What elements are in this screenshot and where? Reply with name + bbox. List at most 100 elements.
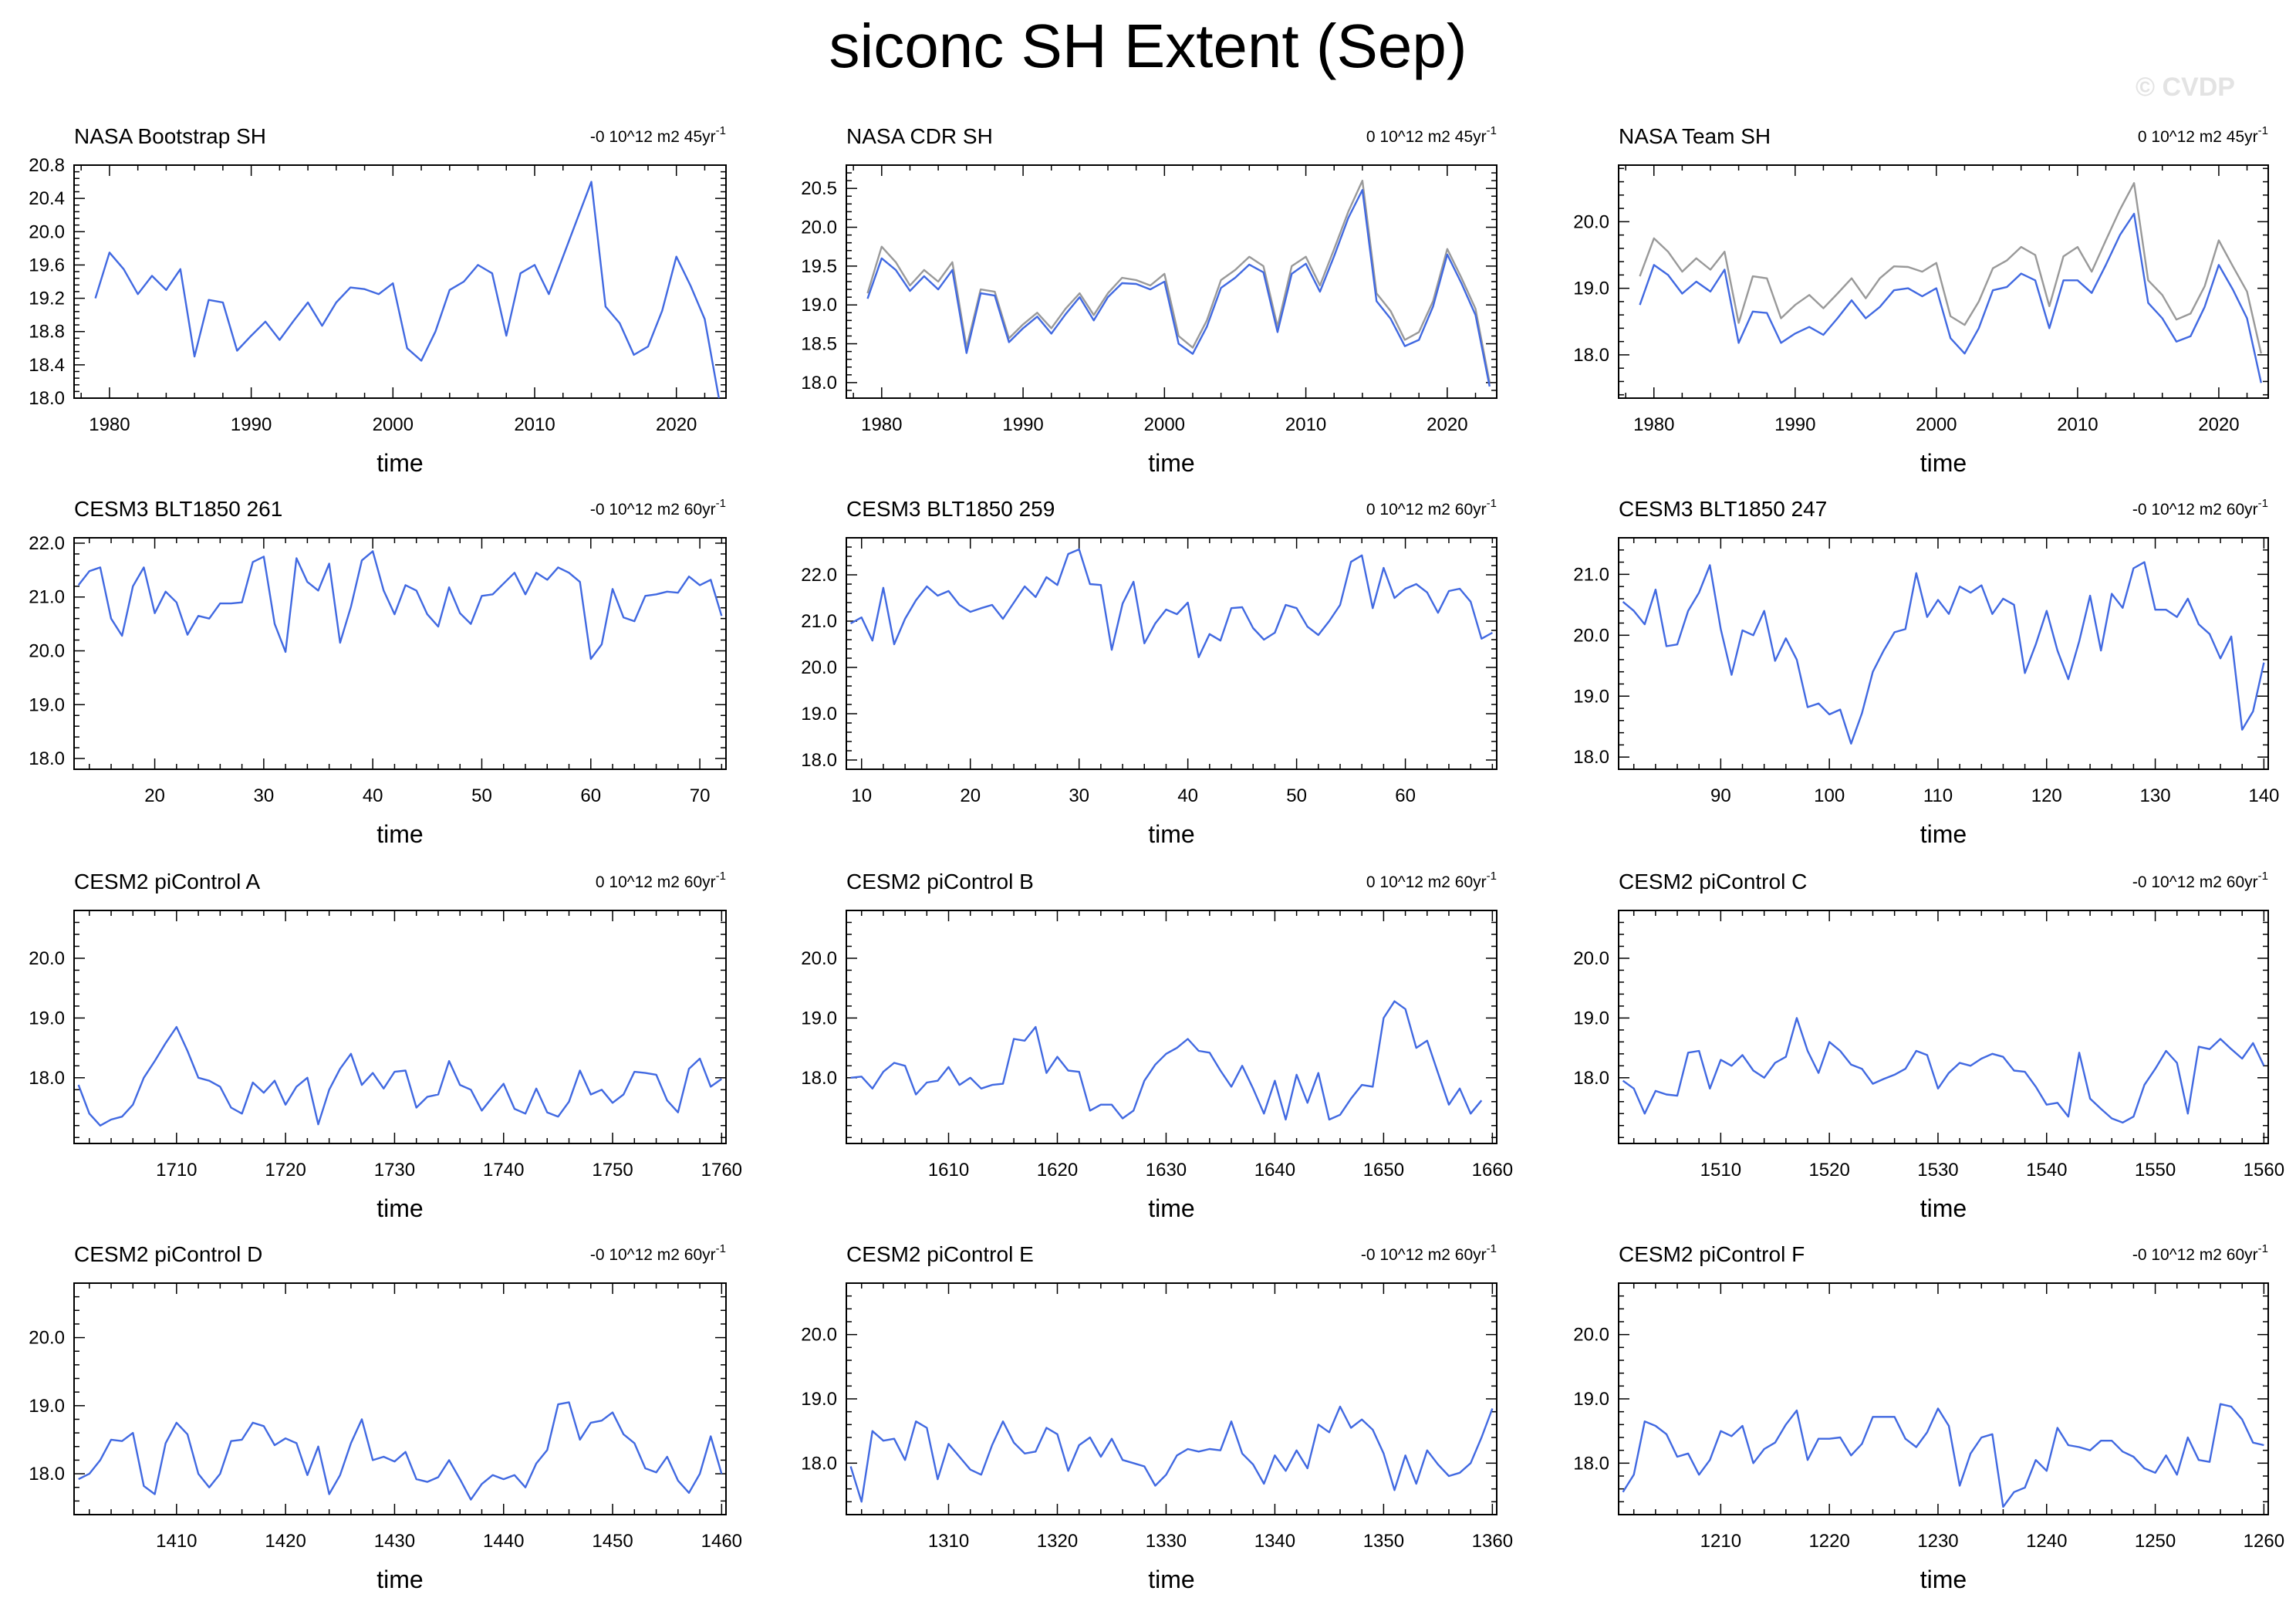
y-tick-label: 22.0 xyxy=(801,565,837,586)
panel-title: CESM2 piControl B xyxy=(846,870,1034,893)
y-tick-label: 20.0 xyxy=(801,948,837,969)
tick-marks xyxy=(846,164,1497,398)
x-tick-label: 1260 xyxy=(2244,1531,2284,1552)
x-tick-label: 1640 xyxy=(1254,1160,1295,1181)
plot-frame xyxy=(73,537,727,770)
plot-frame xyxy=(1618,164,2269,399)
x-tick-label: 30 xyxy=(1069,785,1089,806)
x-tick-label: 2020 xyxy=(656,414,697,435)
y-tick-label: 19.0 xyxy=(801,295,837,316)
panel-title: CESM3 BLT1850 247 xyxy=(1619,497,1827,521)
trend-exponent: -1 xyxy=(2258,497,2268,510)
x-tick-label: 1660 xyxy=(1472,1160,1513,1181)
trend-exponent: -1 xyxy=(1487,870,1497,883)
x-tick-label: 2020 xyxy=(2198,414,2239,435)
tick-marks xyxy=(74,910,726,1143)
plot-frame xyxy=(73,164,727,399)
trend-exponent: -1 xyxy=(2258,870,2268,883)
y-tick-label: 22.0 xyxy=(29,533,65,554)
x-tick-label: 1980 xyxy=(861,414,902,435)
series-line-1 xyxy=(1622,561,2265,745)
series-line-1 xyxy=(850,548,1493,658)
trend-exponent: -1 xyxy=(716,124,726,137)
y-tick-label: 20.0 xyxy=(29,948,65,969)
panel-title: NASA Bootstrap SH xyxy=(74,124,266,148)
y-tick-label: 18.0 xyxy=(29,748,65,769)
chart-panel-3: 1980 1990 2000 2010 2020 18.0 19.0 20.0 time NASA… xyxy=(1573,124,2269,477)
tick-marks xyxy=(1619,165,2268,398)
series-line-1 xyxy=(1622,1017,2265,1124)
series-line-1 xyxy=(1639,182,2262,354)
x-tick-label: 2020 xyxy=(1427,414,1467,435)
y-tick-label: 19.0 xyxy=(29,1396,65,1417)
y-tick-label: 18.0 xyxy=(801,750,837,771)
x-tick-label: 1230 xyxy=(1917,1531,1958,1552)
x-axis-label: time xyxy=(1148,1194,1194,1222)
y-tick-label: 20.0 xyxy=(1573,211,1609,232)
x-tick-label: 1650 xyxy=(1363,1160,1404,1181)
y-tick-label: 19.0 xyxy=(1573,686,1609,707)
y-tick-label: 19.0 xyxy=(29,694,65,715)
x-tick-label: 120 xyxy=(2031,785,2062,806)
panel-title: CESM2 piControl E xyxy=(846,1242,1034,1266)
series-line-1 xyxy=(866,179,1491,383)
x-tick-label: 50 xyxy=(1286,785,1307,806)
series-line-1 xyxy=(849,1405,1494,1503)
x-tick-label: 1710 xyxy=(156,1160,197,1181)
y-tick-label: 19.0 xyxy=(801,704,837,725)
trend-label: 0 10^12 m2 45yr-1 xyxy=(1366,124,1497,146)
x-axis-label: time xyxy=(1920,449,1967,477)
x-tick-label: 1720 xyxy=(265,1160,306,1181)
tick-marks xyxy=(1619,1282,2268,1515)
plot-frame xyxy=(846,537,1497,770)
y-tick-label: 19.2 xyxy=(29,289,65,309)
x-tick-label: 1360 xyxy=(1472,1531,1513,1552)
x-tick-label: 20 xyxy=(960,785,981,806)
tick-marks xyxy=(846,910,1497,1143)
x-tick-label: 40 xyxy=(363,785,383,806)
x-tick-label: 2000 xyxy=(373,414,414,435)
x-axis-label: time xyxy=(1148,820,1194,848)
trend-label: -0 10^12 m2 45yr-1 xyxy=(590,124,726,146)
y-tick-label: 18.0 xyxy=(1573,1453,1609,1474)
trend-exponent: -1 xyxy=(1487,497,1497,510)
watermark: © CVDP xyxy=(2136,73,2235,102)
trend-exponent: -1 xyxy=(1487,1242,1497,1255)
y-tick-label: 21.0 xyxy=(801,611,837,632)
x-tick-label: 1440 xyxy=(483,1531,524,1552)
chart-panel-12: 1210 1220 1230 1240 1250 1260 18.0 19.0 20.0 time… xyxy=(1573,1242,2284,1593)
x-tick-label: 1550 xyxy=(2135,1160,2176,1181)
series-line-1 xyxy=(850,1000,1483,1121)
chart-panel-5: 10 20 30 40 50 60 18.0 19.0 20.0 21.0 22.0 time CESM… xyxy=(801,497,1497,848)
y-tick-label: 21.0 xyxy=(29,587,65,608)
x-tick-label: 1980 xyxy=(89,414,130,435)
x-axis-label: time xyxy=(1920,1566,1967,1593)
x-tick-label: 1620 xyxy=(1037,1160,1078,1181)
series-line-2 xyxy=(1639,212,2262,383)
trend-label: -0 10^12 m2 60yr-1 xyxy=(590,497,726,519)
x-tick-label: 30 xyxy=(254,785,275,806)
x-tick-label: 1520 xyxy=(1808,1160,1849,1181)
x-tick-label: 1750 xyxy=(592,1160,633,1181)
x-tick-label: 60 xyxy=(1395,785,1416,806)
y-tick-label: 20.0 xyxy=(29,641,65,662)
plot-frame xyxy=(73,1282,727,1515)
series-line-1 xyxy=(1622,1403,2264,1508)
x-tick-label: 20 xyxy=(144,785,165,806)
y-tick-label: 18.8 xyxy=(29,322,65,343)
x-axis-label: time xyxy=(376,1194,423,1222)
y-tick-label: 19.0 xyxy=(1573,1008,1609,1029)
panel-title: CESM2 piControl C xyxy=(1619,870,1807,893)
x-tick-label: 130 xyxy=(2140,785,2171,806)
plot-frame xyxy=(846,1282,1497,1515)
y-tick-label: 20.0 xyxy=(29,221,65,242)
y-tick-label: 18.4 xyxy=(29,355,65,376)
x-tick-label: 1510 xyxy=(1700,1160,1741,1181)
x-tick-label: 1530 xyxy=(1917,1160,1958,1181)
y-tick-label: 18.0 xyxy=(29,388,65,409)
chart-panel-8: 1610 1620 1630 1640 1650 1660 18.0 19.0 20.0 time… xyxy=(801,870,1513,1222)
x-tick-label: 1340 xyxy=(1254,1531,1295,1552)
trend-exponent: -1 xyxy=(1487,124,1497,137)
y-tick-label: 19.0 xyxy=(1573,279,1609,299)
y-tick-label: 19.0 xyxy=(1573,1389,1609,1410)
